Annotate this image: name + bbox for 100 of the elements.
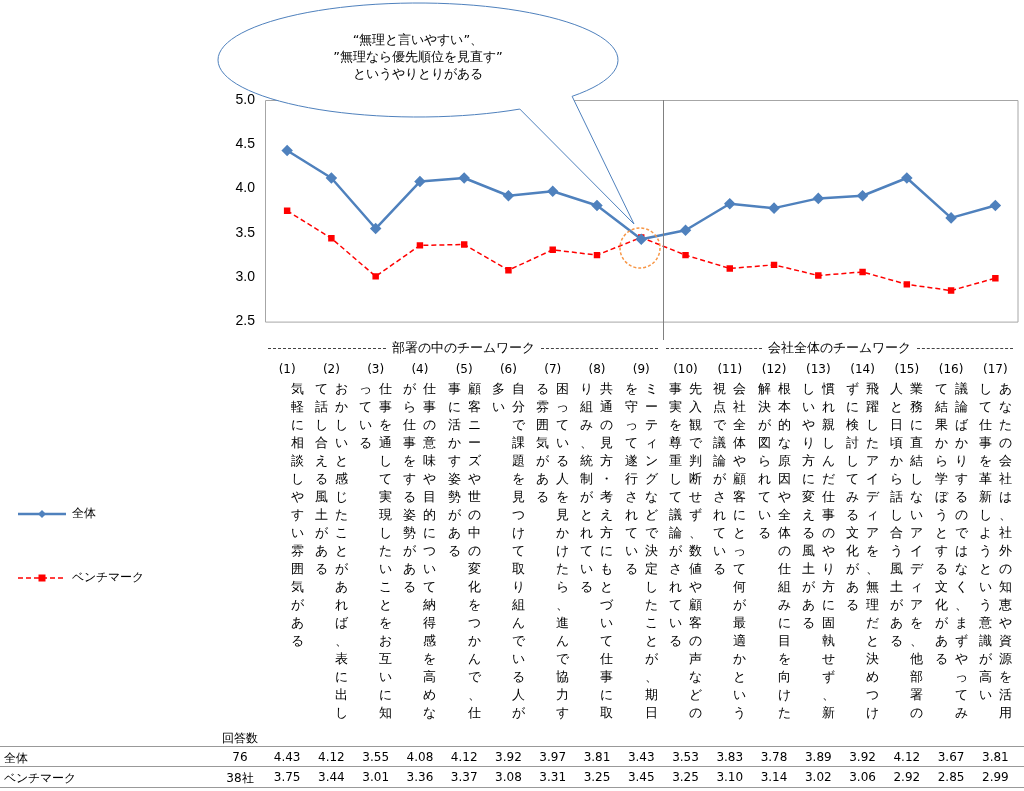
- category-label: (12) 根本的な原因や全体の仕組みに目を向けた解決が図られている: [757, 362, 791, 720]
- category-label: (14) 飛躍したアイディアを、無理だと決めつけずに検討してみる文化がある: [846, 362, 880, 720]
- point: [370, 223, 381, 234]
- point: [724, 198, 736, 209]
- y-tick-label: 4.0: [235, 179, 256, 196]
- category-label: (4) 仕事の意味や目的について納得感を高めながら仕事をする姿勢がある: [403, 362, 437, 720]
- point: [591, 200, 603, 211]
- data-label: 3.67: [937, 750, 965, 764]
- point: [682, 251, 689, 259]
- text: 38社: [226, 770, 254, 787]
- category-label: (2) おかしいと感じたことがあれば、表に出して話し合える風土がある: [314, 362, 348, 720]
- data-label: 2.85: [937, 770, 965, 784]
- point: [328, 235, 335, 242]
- point: [945, 212, 957, 224]
- category-label: (10) 先入観で判断せず、数値や顧客の声などの事実を尊重して議論がされている: [669, 362, 702, 720]
- point: [283, 207, 291, 215]
- data-label: 3.14: [760, 770, 788, 784]
- point: [726, 265, 733, 272]
- category-label: (5) 顧客ニーズや世の中の変化をつかんで、仕事に活かす姿勢がある: [447, 362, 481, 720]
- category-label: (15) 業務に直結しないアイディアを、他部署の人と日頃から話し合う風土がある: [890, 362, 924, 720]
- data-label: 3.75: [273, 770, 301, 784]
- text: 部署の中のチームワーク: [390, 339, 536, 357]
- data-label: 2.99: [982, 770, 1009, 784]
- legend-label: ベンチマーク: [72, 569, 144, 586]
- y-tick-label: 2.5: [235, 312, 256, 329]
- point: [768, 202, 780, 214]
- data-label: 3.81: [982, 750, 1009, 764]
- point: [414, 176, 426, 187]
- point: [460, 241, 468, 248]
- category-label: (3) 仕事を通して実現したいことをお互いに知っている: [359, 362, 393, 720]
- data-label: 4.12: [893, 750, 921, 764]
- category-label: (7) 困っている人を見かけたら、進んで協力する雰囲気がある: [536, 362, 570, 720]
- point: [281, 145, 293, 156]
- data-label: 3.43: [627, 750, 655, 764]
- data-label: 3.83: [716, 750, 744, 764]
- category-label: (8) 共通の見方・考え方にもとづいて仕事に取り組み、統制がとれている: [580, 362, 614, 720]
- data-label: 3.81: [583, 750, 611, 764]
- point: [505, 266, 512, 274]
- point: [547, 186, 558, 197]
- point: [458, 172, 470, 184]
- data-label: 4.12: [450, 750, 478, 764]
- point: [326, 172, 337, 184]
- text: 回答数: [222, 730, 258, 747]
- data-label: 3.37: [450, 770, 478, 784]
- point: [680, 225, 691, 236]
- data-label: 3.25: [672, 770, 699, 784]
- point: [857, 190, 868, 201]
- text: ベンチマーク: [4, 771, 76, 785]
- data-label: 3.31: [539, 770, 567, 784]
- data-label: 4.08: [406, 750, 434, 764]
- point: [593, 251, 601, 259]
- data-label: 3.36: [406, 770, 434, 784]
- text: 76: [232, 750, 248, 764]
- data-label: 3.06: [849, 770, 876, 784]
- point: [947, 287, 955, 294]
- data-label: 3.01: [362, 770, 390, 784]
- data-label: 3.55: [362, 750, 390, 764]
- data-label: 2.92: [893, 770, 921, 784]
- point: [990, 200, 1001, 211]
- point: [815, 272, 822, 279]
- point: [372, 273, 379, 280]
- data-label: 3.92: [849, 750, 876, 764]
- category-label: (11) 会社全体や顧客にとって何が最適かという視点で議論がされている: [713, 362, 747, 720]
- category-label: (9) ミーティングなどで決定したことが、期日を守って遂行されている: [624, 362, 658, 720]
- data-label: 3.92: [495, 750, 522, 764]
- point: [992, 274, 999, 282]
- category-label: (13) 慣れ親しんだ仕事のやり方に固執せず、新しいやり方に変える風土がある: [801, 362, 835, 720]
- point: [416, 242, 424, 249]
- data-label: 3.25: [583, 770, 611, 784]
- data-label: 3.10: [716, 770, 744, 784]
- text: 会社全体のチームワーク: [766, 339, 912, 357]
- data-label: 3.45: [627, 770, 655, 784]
- category-label: (17) あなたの会社は、社外の知恵や資源を活用して仕事を革新しようという意識が高い: [978, 362, 1012, 720]
- point: [770, 261, 778, 269]
- data-label: 3.89: [804, 750, 832, 764]
- data-label: 3.78: [760, 750, 788, 764]
- y-tick-label: 4.5: [235, 135, 256, 152]
- data-label: 3.44: [318, 770, 345, 784]
- category-label: (16) 議論ばかりするのではなく、まずやってみて結果から学ぼうとする文化がある: [934, 362, 968, 720]
- data-label: 4.12: [318, 750, 345, 764]
- data-label: 3.02: [804, 770, 832, 784]
- point: [859, 268, 866, 276]
- text: “無理と言いやすい”、 ”無理なら優先順位を見直す” というやりとりがある: [332, 31, 504, 82]
- point: [813, 193, 824, 204]
- y-tick-label: 3.5: [235, 223, 256, 240]
- text: 全体: [4, 751, 28, 765]
- point: [903, 281, 911, 288]
- point: [549, 246, 556, 254]
- category-label: (6) 自分で課題を見つけて取り組んでいる人が多い: [491, 362, 525, 720]
- data-label: 4.43: [273, 750, 301, 764]
- point: [901, 172, 913, 184]
- point: [636, 233, 647, 245]
- category-label: (1) 気軽に相談しやすい雰囲気がある: [278, 362, 304, 648]
- data-label: 3.53: [672, 750, 699, 764]
- y-tick-label: 3.0: [235, 268, 256, 285]
- point: [503, 190, 514, 201]
- data-label: 3.97: [539, 750, 567, 764]
- legend-label: 全体: [72, 505, 96, 522]
- data-label: 3.08: [495, 770, 522, 784]
- y-tick-label: 5.0: [235, 90, 256, 107]
